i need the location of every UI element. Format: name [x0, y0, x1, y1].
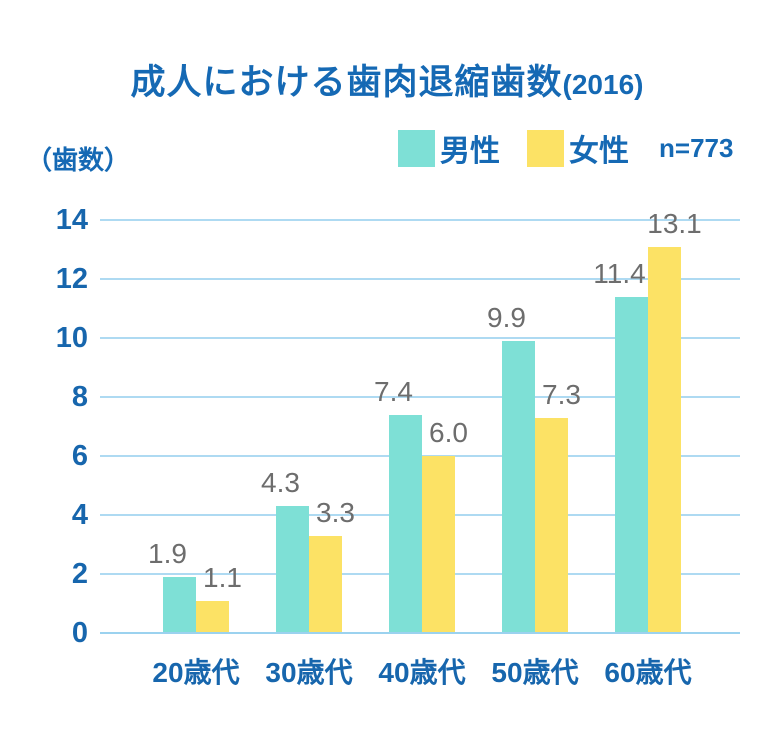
x-axis-category-label: 40歳代 — [378, 657, 466, 688]
gridline — [100, 337, 740, 339]
y-axis-unit-label: （歯数） — [26, 145, 131, 175]
page-title-year: (2016) — [562, 69, 644, 100]
x-axis-category-label: 50歳代 — [491, 657, 579, 688]
y-axis-tick-label: 2 — [71, 558, 88, 590]
legend-swatch-male — [398, 129, 435, 167]
bar-female — [648, 247, 681, 633]
bar-male — [276, 506, 309, 633]
bar-value-label: 9.9 — [487, 302, 526, 333]
y-axis-tick-label: 4 — [71, 499, 88, 531]
legend-swatch-female — [527, 129, 564, 167]
page-title-text: 成人における歯肉退縮歯数 — [130, 63, 563, 102]
sample-size-label: n=773 — [659, 132, 734, 163]
bar-female — [196, 601, 229, 633]
gridline — [100, 396, 740, 398]
x-axis-category-label: 30歳代 — [265, 657, 353, 688]
y-axis-tick-label: 0 — [71, 617, 88, 649]
bar-value-label: 1.9 — [148, 538, 187, 569]
bar-male — [389, 415, 422, 633]
gridline — [100, 278, 740, 280]
bar-value-label: 4.3 — [261, 467, 300, 498]
bar-male — [163, 577, 196, 633]
x-axis-category-label: 20歳代 — [152, 657, 240, 688]
bar-male — [502, 341, 535, 633]
bar-value-label: 1.1 — [203, 562, 242, 593]
bar-value-label: 6.0 — [429, 417, 468, 448]
y-axis-tick-label: 8 — [71, 381, 88, 413]
bar-value-label: 7.3 — [542, 379, 581, 410]
legend-label-male: 男性 — [440, 135, 500, 168]
bar-male — [615, 297, 648, 633]
bar-female — [535, 418, 568, 633]
bar-female — [309, 536, 342, 633]
legend: 男性 女性 n=773 — [398, 126, 733, 170]
x-axis-line — [100, 632, 740, 634]
y-axis-tick-label: 10 — [55, 322, 88, 354]
bar-value-label: 11.4 — [593, 258, 646, 289]
bar-value-label: 13.1 — [647, 208, 702, 239]
legend-label-female: 女性 — [569, 135, 629, 168]
y-axis-tick-label: 12 — [55, 263, 88, 295]
page-title: 成人における歯肉退縮歯数(2016) — [0, 54, 774, 105]
gridline — [100, 219, 740, 221]
y-axis-tick-label: 14 — [55, 204, 88, 236]
bar-female — [422, 456, 455, 633]
bar-value-label: 7.4 — [374, 376, 413, 407]
x-axis-category-label: 60歳代 — [604, 657, 692, 688]
bar-value-label: 3.3 — [316, 497, 355, 528]
y-axis-tick-label: 6 — [71, 440, 88, 472]
